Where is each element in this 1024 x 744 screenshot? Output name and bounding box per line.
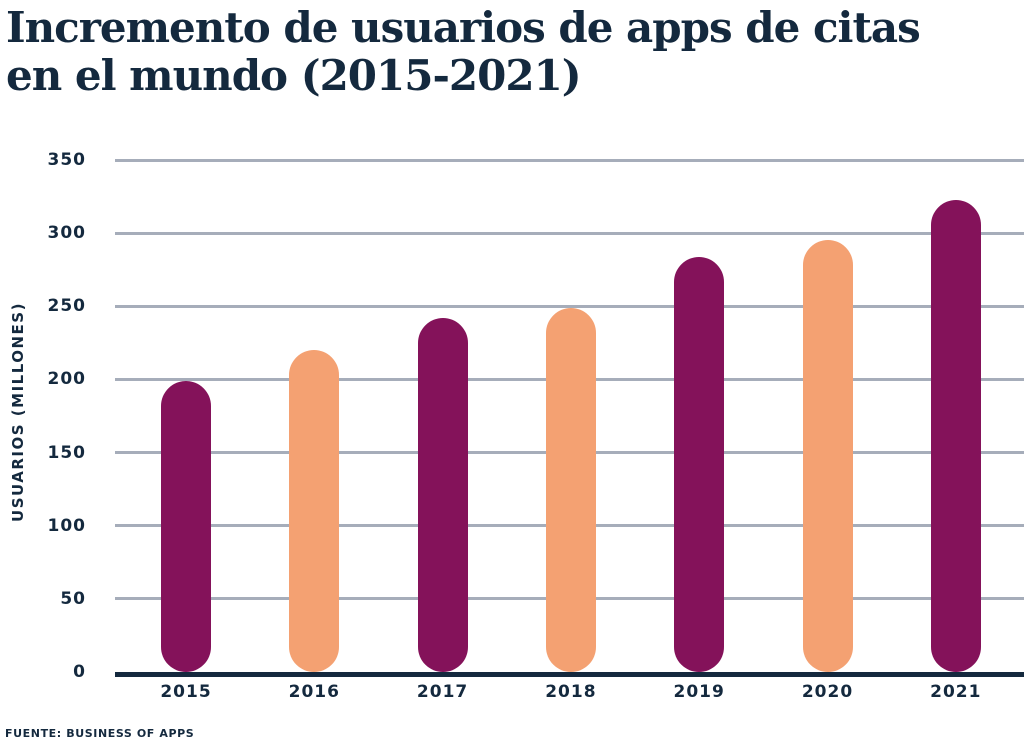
- y-tick-label-150: 150: [47, 442, 86, 463]
- y-tick-label-350: 350: [47, 150, 86, 170]
- source-note: FUENTE: BUSINESS OF APPS: [5, 727, 195, 740]
- bar-2020: [802, 240, 853, 672]
- x-tick-label-2021: 2021: [930, 682, 982, 702]
- bar-2017: [417, 318, 468, 672]
- x-tick-label-2019: 2019: [673, 682, 725, 702]
- chart-title: Incremento de usuarios de apps de citas …: [6, 4, 986, 100]
- chart-title-line1: Incremento de usuarios de apps de citas: [6, 3, 921, 52]
- y-tick-label-200: 200: [47, 369, 86, 390]
- x-tick-label-2015: 2015: [160, 682, 212, 702]
- bar-2019: [674, 256, 725, 672]
- bar-2021: [930, 199, 981, 672]
- y-tick-label-100: 100: [47, 515, 86, 536]
- chart-title-line2: en el mundo (2015-2021): [6, 51, 582, 100]
- y-tick-label-250: 250: [47, 296, 86, 317]
- y-tick-label-50: 50: [60, 588, 86, 609]
- bar-2015: [161, 380, 211, 672]
- bar-2016: [289, 350, 340, 672]
- x-tick-label-2016: 2016: [288, 682, 340, 702]
- gridline-300: [115, 231, 1024, 235]
- x-tick-label-2020: 2020: [801, 682, 854, 702]
- x-tick-label-2018: 2018: [545, 682, 597, 702]
- y-tick-label-0: 0: [73, 662, 86, 682]
- x-tick-label-2017: 2017: [416, 682, 469, 702]
- bar-2018: [545, 307, 596, 672]
- plot-area: [115, 158, 1024, 677]
- y-tick-label-300: 300: [47, 223, 86, 244]
- gridline-350: [115, 158, 1024, 162]
- y-axis-label: USUARIOS (MILLONES): [9, 302, 27, 522]
- gridline-250: [115, 304, 1024, 308]
